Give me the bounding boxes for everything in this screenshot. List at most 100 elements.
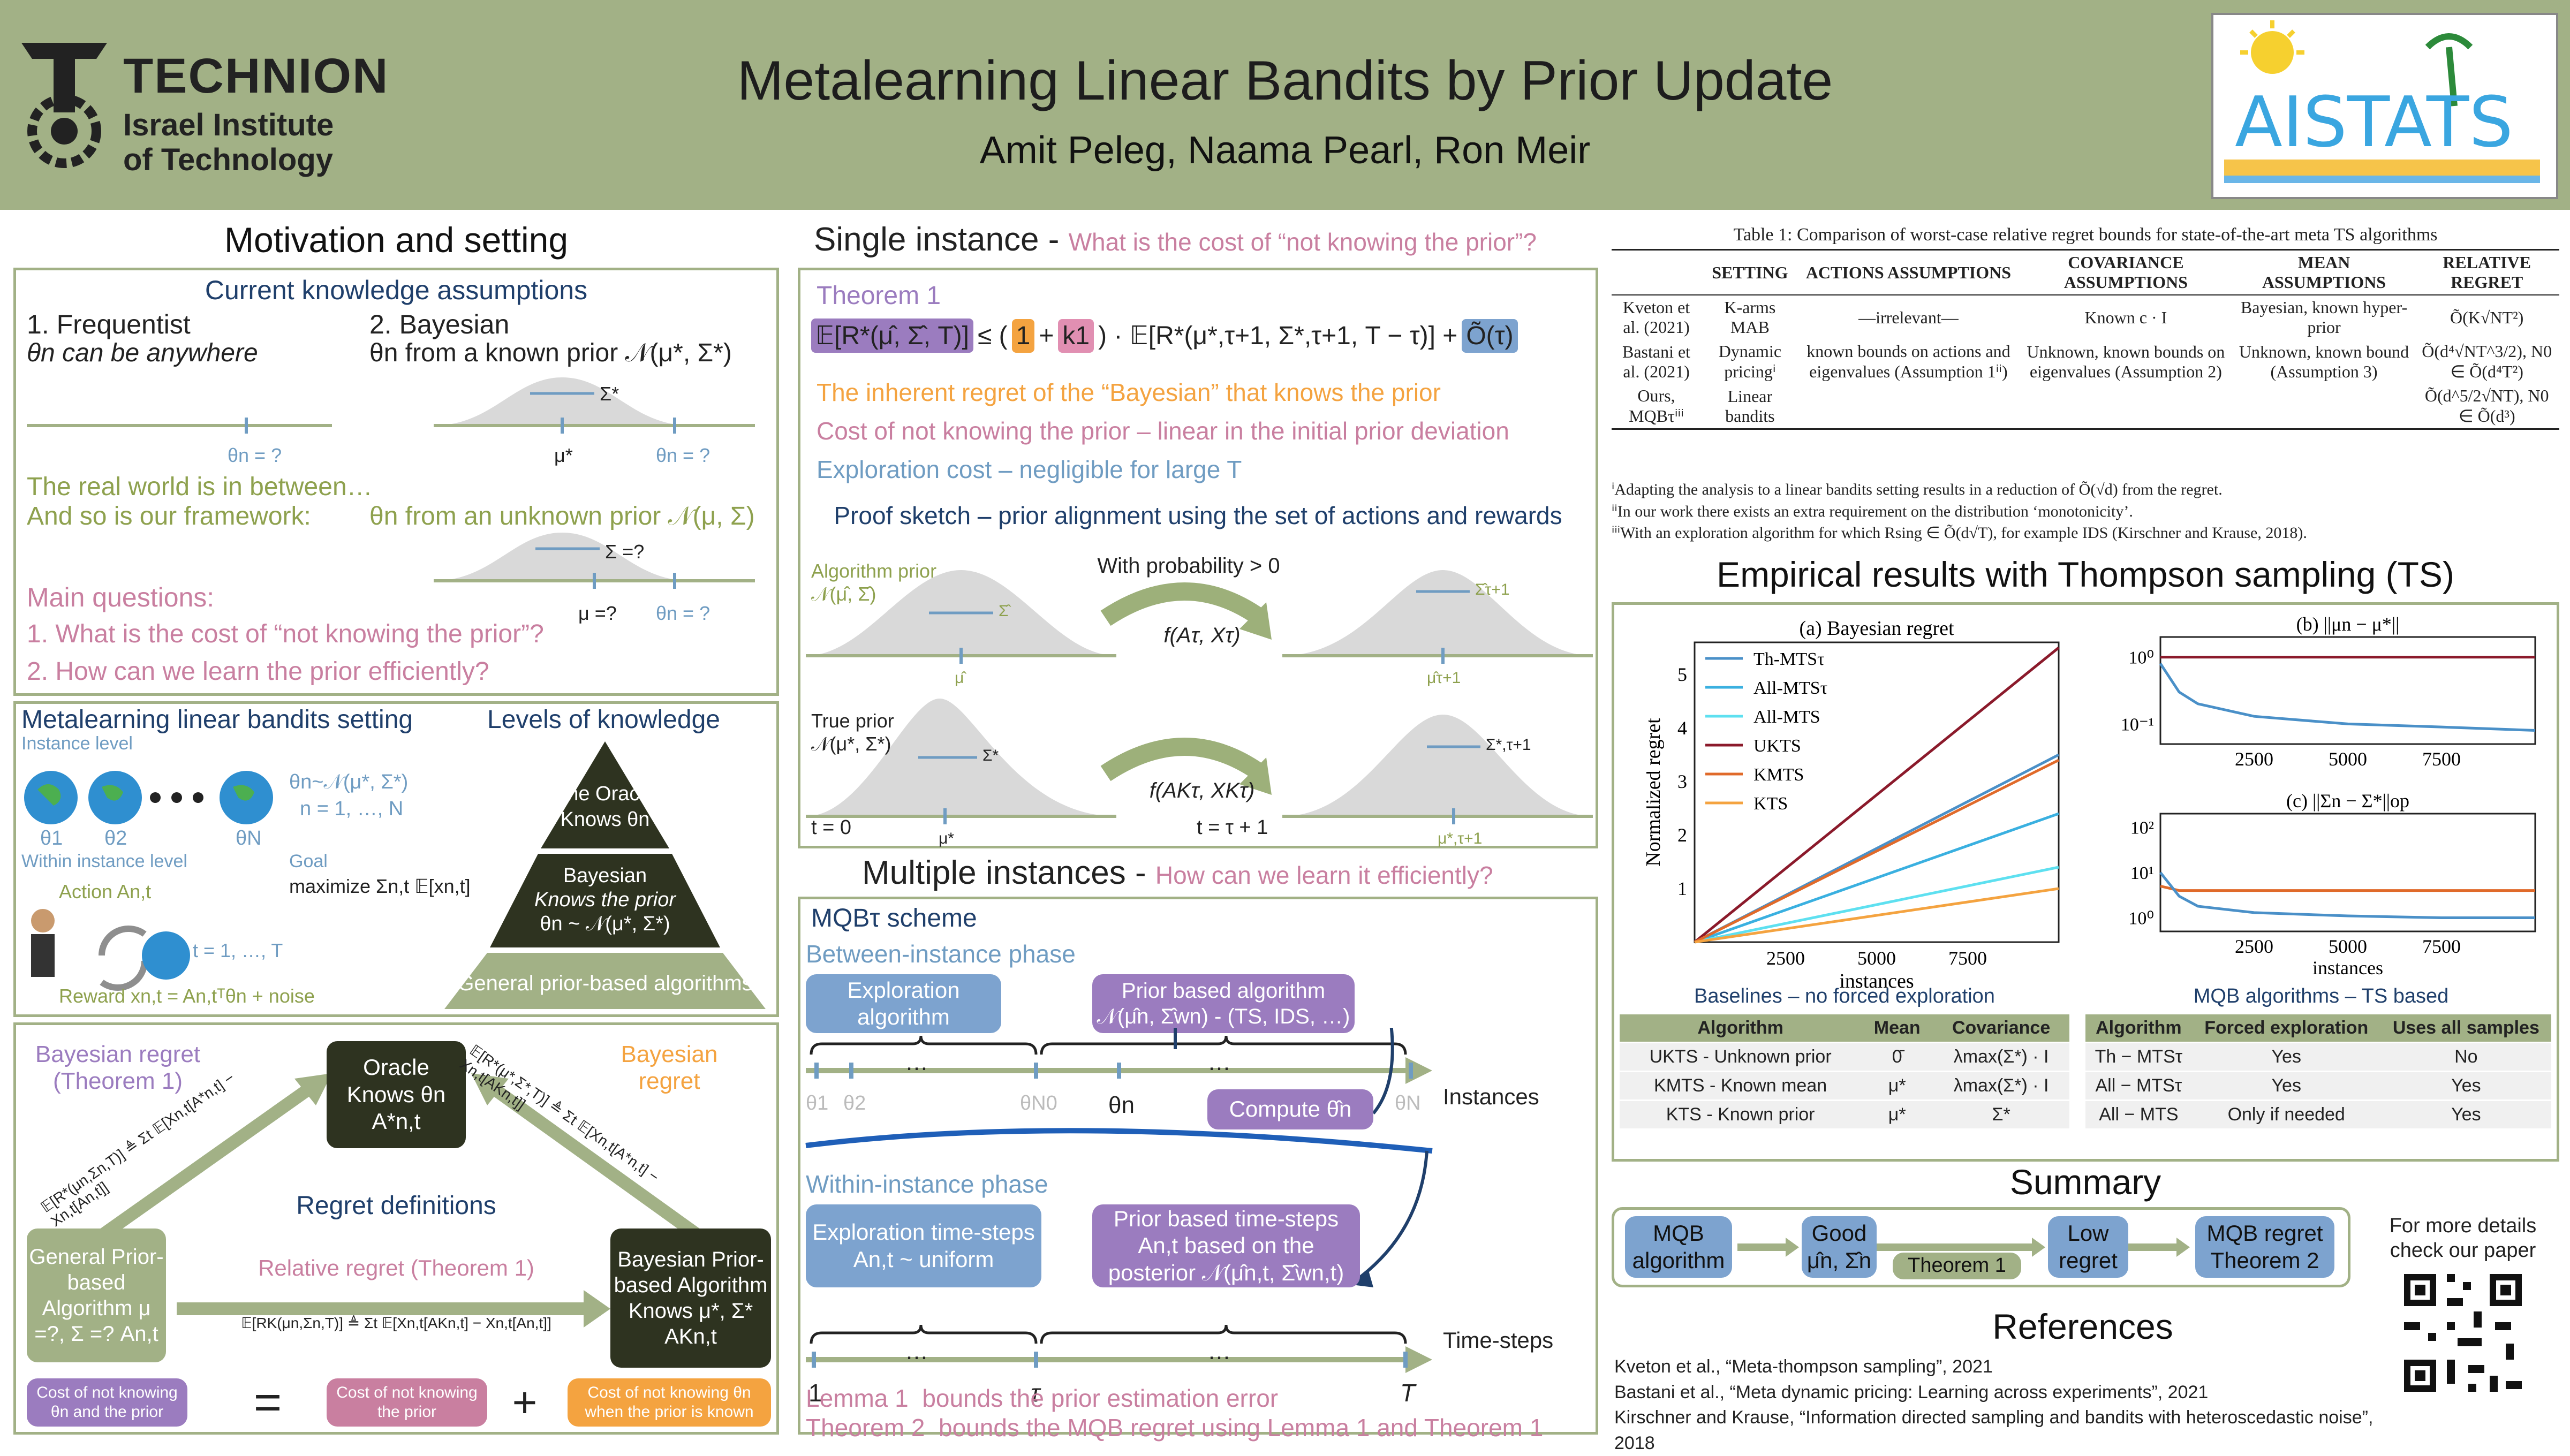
technion-logo: TECHNION Israel Institute of Technology (16, 32, 388, 182)
bayesian-algorithm-box: Bayesian Prior-based Algorithm Knows μ*,… (610, 1228, 771, 1368)
cost-box-3: Cost of not knowing θn when the prior is… (568, 1378, 771, 1427)
table-row: All − MTS Only if needed Yes (2085, 1100, 2551, 1130)
x-axis-label: instances (2312, 957, 2383, 979)
lemma-1: Lemma 1 (806, 1384, 909, 1412)
cov-error-chart: (c) ||Σn − Σ*||op 2500 5000 7500 10² 10¹ 10⁰ in… (2128, 790, 2536, 979)
theta-N0-tick: θN0 (1020, 1092, 1057, 1114)
table-header-cell: Covariance (1933, 1014, 2069, 1043)
prior-diagrams (27, 377, 755, 589)
t-one: 1 (808, 1379, 822, 1407)
plot-frame (2159, 813, 2536, 932)
references-list: Kveton et al., “Meta-thompson sampling”,… (1614, 1354, 2401, 1456)
table-row: Kveton et al. (2021) K-arms MAB —irrelevan… (1612, 295, 2559, 339)
within-level: Within instance level (21, 851, 187, 871)
action-label: Action An,t (59, 881, 152, 903)
y-tick-label: 10⁻¹ (2121, 715, 2154, 734)
cost-box-2: Cost of not knowing the prior (327, 1378, 487, 1427)
mqb-title: MQB algorithms – TS based (2193, 985, 2449, 1007)
maximize-label: maximize Σn,t 𝔼[xn,t] (289, 875, 471, 897)
relative-regret-label: Relative regret (Theorem 1) (258, 1255, 534, 1280)
real-world-2: And so is our framework: (27, 502, 311, 530)
table-header-cell: ACTIONS ASSUMPTIONS (1805, 262, 2012, 282)
sigma-star-tau-label: Σ*,τ+1 (1486, 736, 1531, 754)
bayesian-heading: 2. Bayesian (369, 309, 510, 339)
y-tick-label: 4 (1677, 717, 1687, 739)
sigma-hat-label: Σ̂ (999, 602, 1009, 620)
legend-label: UKTS (1753, 736, 1801, 756)
eq-one: 1 (1011, 318, 1035, 353)
table1-footnotes: ⁱAdapting the analysis to a linear bandi… (1612, 479, 2559, 544)
setting-title: Metalearning linear bandits setting (21, 706, 413, 734)
header-banner (0, 0, 2570, 210)
mqb-scheme: MQBτ scheme (811, 904, 977, 932)
table-cell: Unknown, known bound (Assumption 3) (2239, 342, 2409, 381)
sigma-star-label: Σ* (600, 383, 619, 405)
levels-title: Levels of knowledge (487, 706, 720, 734)
eq-plus: + (1039, 321, 1054, 350)
table-cell: All − MTSτ (2085, 1071, 2192, 1101)
plus-sign: + (512, 1378, 538, 1426)
x-tick-label: 7500 (1948, 947, 1987, 969)
eq-leq: ≤ ( (978, 321, 1008, 350)
exploration-steps-box: Exploration time-steps An,t ~ uniform (806, 1204, 1041, 1287)
real-world-1: The real world is in between… (27, 473, 373, 501)
single-instance-panel: Theorem 1 𝔼[R*(μ̂, Σ̂, T)] ≤ ( 1 + k1 ) … (798, 268, 1598, 848)
prior-steps-box: Prior based time-steps An,t based on the… (1092, 1204, 1360, 1287)
table-cell: K-arms MAB (1724, 298, 1776, 337)
table-row: Th − MTSτ Yes No (2085, 1042, 2551, 1072)
table-cell: Only if needed (2191, 1100, 2381, 1130)
table-cell: KMTS - Known mean (1620, 1071, 1862, 1101)
table-cell: λmax(Σ*) · I (1933, 1071, 2069, 1101)
table-cell: Õ(d^5/2√NT), N0 ∈ Õ(d³) (2424, 386, 2549, 426)
baselines-title: Baselines – no forced exploration (1694, 985, 1995, 1007)
legend-label: KMTS (1753, 765, 1804, 785)
regret-arrows (93, 1073, 700, 1328)
eq-bayes-regret: 𝔼[R*(μ̂, Σ̂, T)] (811, 318, 973, 353)
theta-N-tick: θN (1395, 1092, 1421, 1114)
table-cell: Õ(K√NT²) (2450, 307, 2524, 327)
main-questions-title: Main questions: (27, 582, 215, 612)
summary-low-box: Low regret (2048, 1216, 2128, 1278)
table-cell: —irrelevant— (1858, 307, 1959, 327)
details-note: For more details check our paper (2389, 1215, 2537, 1262)
table-header-cell: SETTING (1712, 262, 1788, 282)
y-tick-label: 2 (1677, 824, 1687, 846)
footnote-1: ⁱAdapting the analysis to a linear bandi… (1612, 481, 2223, 498)
y-tick-label: 1 (1677, 878, 1687, 899)
theorem-2: Theorem 2 (806, 1414, 925, 1442)
series-line (2159, 871, 2535, 920)
mu-q-tick: μ =? (578, 602, 617, 624)
dots-4: … (1207, 1338, 1231, 1364)
table-cell: 0̄ (1861, 1042, 1933, 1072)
table1-caption: Table 1: Comparison of worst-case relati… (1733, 225, 2438, 245)
motivation-title: Motivation and setting (224, 220, 569, 260)
table-cell: Yes (2191, 1042, 2381, 1072)
mu-hat-label: μ̂ (955, 669, 964, 687)
legend-label: All-MTSτ (1753, 678, 1827, 698)
x-tick-label: 5000 (2329, 748, 2367, 770)
table-cell (2018, 384, 2234, 429)
table-cell: known bounds on actions and eigenvalues … (1806, 342, 2010, 381)
thm-line-1: The inherent regret of the “Bayesian” th… (817, 378, 1441, 406)
table-cell: All − MTS (2085, 1100, 2192, 1130)
table-header-cell: Algorithm (2085, 1014, 2192, 1043)
poster-title: Metalearning Linear Bandits by Prior Upd… (737, 50, 1833, 112)
qr-code-icon[interactable] (2399, 1269, 2527, 1397)
poster-authors: Amit Peleg, Naama Pearl, Ron Meir (979, 129, 1591, 172)
y-tick-label: 3 (1677, 771, 1687, 792)
aistats-wordmark: AISTATS (2235, 81, 2513, 163)
general-algorithm-box: General Prior-based Algorithm μ =?, Σ =?… (27, 1228, 166, 1362)
reference-3: Kirschner and Krause, “Information direc… (1614, 1407, 2374, 1453)
table-cell: Th − MTSτ (2085, 1042, 2192, 1072)
single-instance-title: Single instance - (814, 221, 1069, 258)
table-cell: Ours, MQBτⁱⁱⁱ (1629, 386, 1684, 426)
table-header-cell: MEAN ASSUMPTIONS (2262, 253, 2386, 292)
prior-alignment-diagram (806, 570, 1593, 824)
table-cell: Bayesian, known hyper-prior (2240, 298, 2408, 337)
reference-1: Kveton et al., “Meta-thompson sampling”,… (1614, 1356, 1993, 1377)
mu-star-tick: μ* (554, 444, 573, 466)
y-tick-label: 5 (1677, 664, 1687, 685)
table-cell: Yes (2380, 1071, 2551, 1101)
bayesian-regret-chart: (a) Bayesian regret 2500 5000 7500 1 2 3 4 5 inst… (1646, 617, 2060, 992)
table-cell: λmax(Σ*) · I (1933, 1042, 2069, 1072)
